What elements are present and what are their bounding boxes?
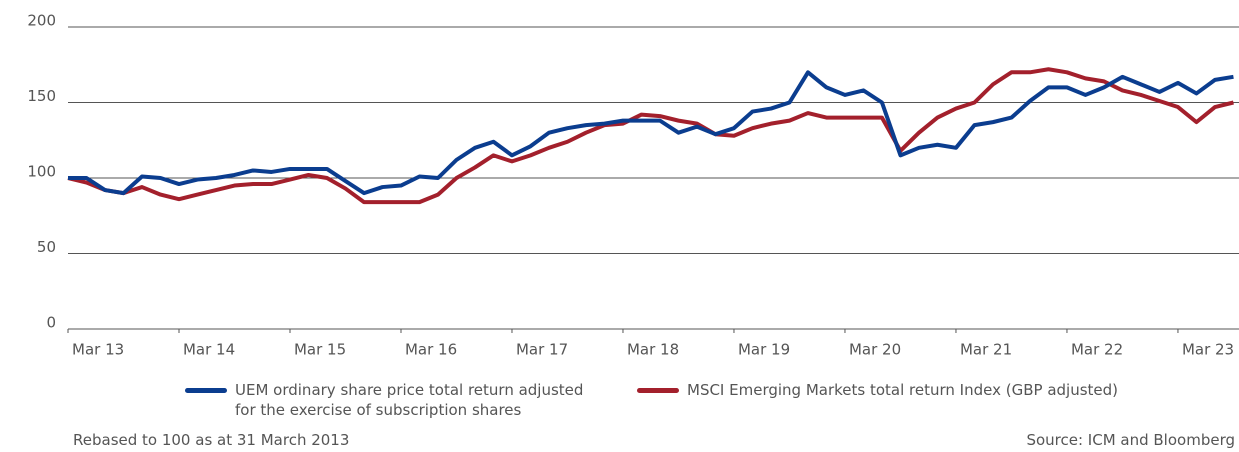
footnote: Rebased to 100 as at 31 March 2013 (73, 431, 350, 449)
y-tick-label: 50 (37, 238, 56, 256)
source-note: Source: ICM and Bloomberg (1026, 431, 1235, 449)
series-line (67, 67, 1234, 205)
x-tick-label: Mar 22 (1071, 341, 1123, 359)
x-tick-label: Mar 20 (849, 341, 901, 359)
y-tick-label: 150 (27, 87, 56, 105)
legend-label: MSCI Emerging Markets total return Index… (687, 381, 1119, 399)
x-tick-label: Mar 14 (183, 341, 235, 359)
legend-swatch (637, 388, 679, 393)
x-tick-label: Mar 23 (1182, 341, 1234, 359)
x-tick-label: Mar 19 (738, 341, 790, 359)
y-tick-label: 200 (27, 12, 56, 30)
legend-item: MSCI Emerging Markets total return Index… (637, 380, 1118, 400)
legend-item: UEM ordinary share price total return ad… (185, 380, 607, 420)
x-tick-label: Mar 18 (627, 341, 679, 359)
series-line (68, 70, 1234, 196)
x-tick-label: Mar 15 (294, 341, 346, 359)
legend-label: UEM ordinary share price total return ad… (235, 381, 584, 419)
x-tick-label: Mar 16 (405, 341, 457, 359)
legend-swatch (185, 388, 227, 393)
y-tick-label: 100 (27, 163, 56, 181)
x-tick-label: Mar 21 (960, 341, 1012, 359)
x-tick-label: Mar 13 (72, 341, 124, 359)
x-tick-label: Mar 17 (516, 341, 568, 359)
y-tick-label: 0 (46, 314, 56, 332)
